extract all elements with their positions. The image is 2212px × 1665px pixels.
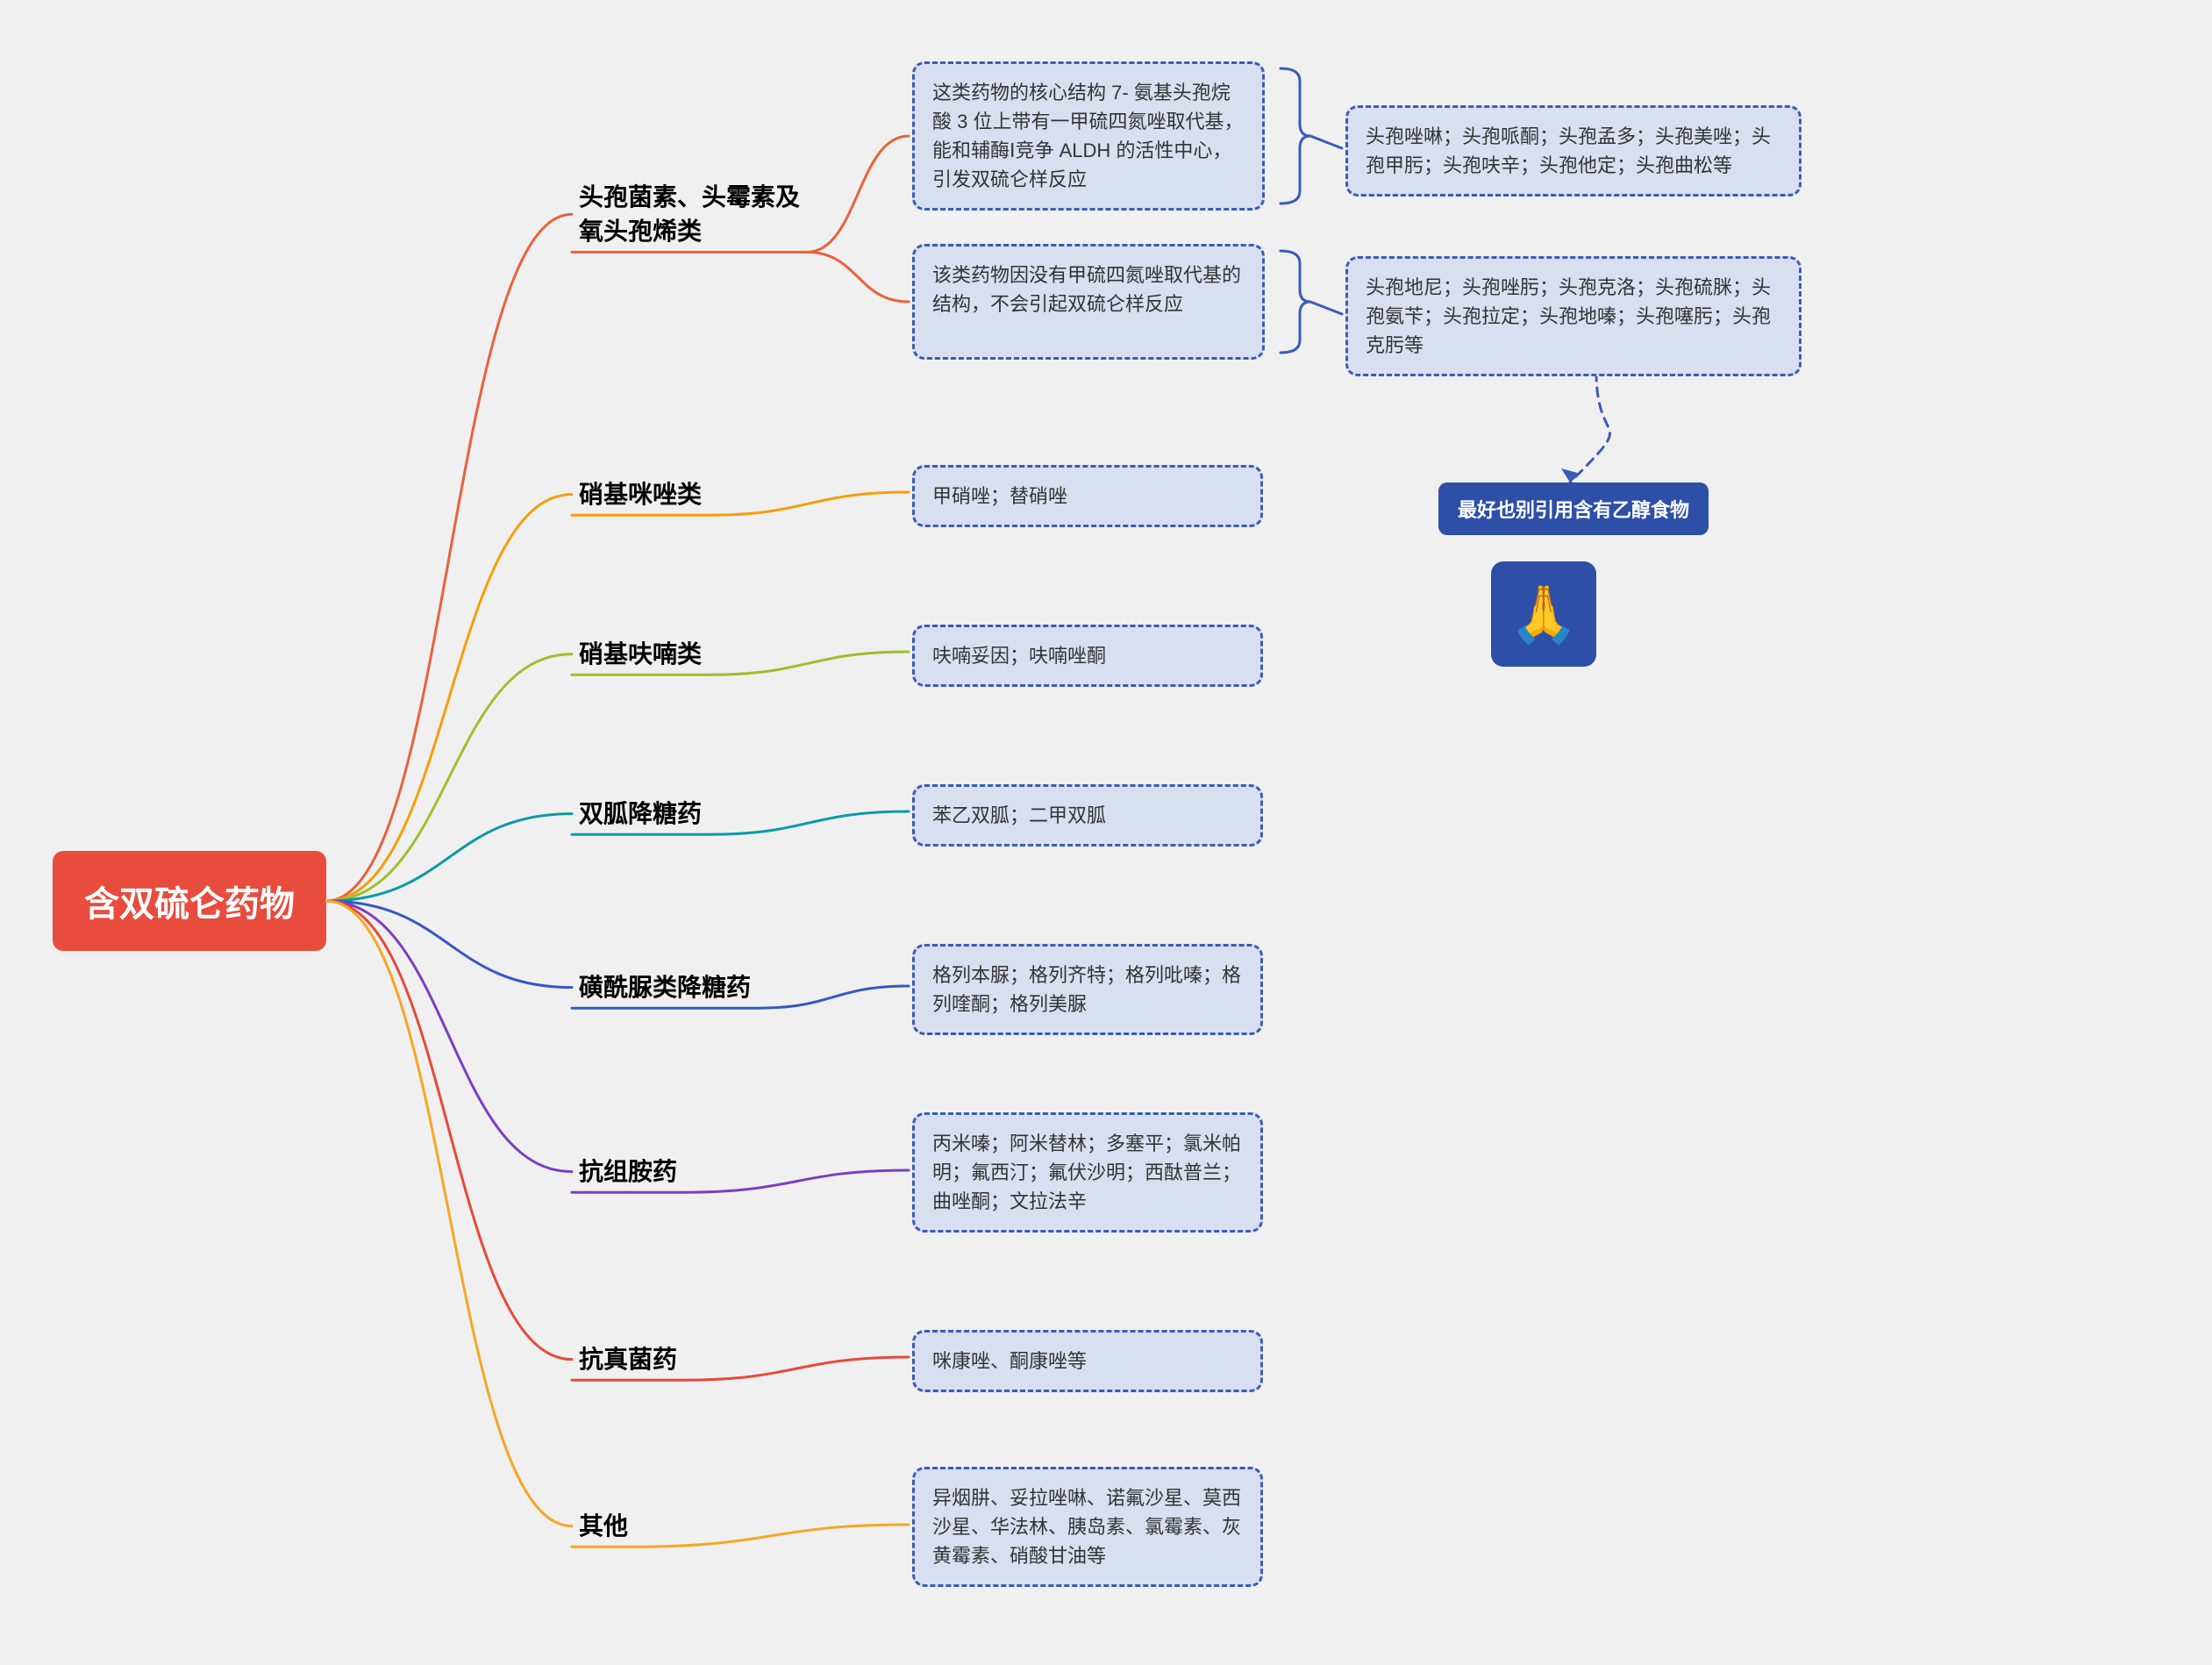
category-c4: 双胍降糖药 xyxy=(579,797,702,831)
sub-s1b: 该类药物因没有甲硫四氮唑取代基的结构，不会引起双硫仑样反应 xyxy=(912,244,1265,360)
sub-s1a: 这类药物的核心结构 7- 氨基头孢烷酸 3 位上带有一甲硫四氮唑取代基，能和辅酶… xyxy=(912,61,1265,211)
third-t1: 头孢唑啉；头孢哌酮；头孢孟多；头孢美唑；头孢甲肟；头孢呋辛；头孢他定；头孢曲松等 xyxy=(1345,105,1802,197)
category-c3: 硝基呋喃类 xyxy=(579,637,702,671)
category-c6: 抗组胺药 xyxy=(579,1154,677,1189)
sub-s7: 咪康唑、酮康唑等 xyxy=(912,1330,1263,1392)
note-text: 最好也别引用含有乙醇食物 xyxy=(1458,499,1689,521)
sub-s3: 呋喃妥因；呋喃唑酮 xyxy=(912,625,1263,687)
emoji-pray: 🙏 xyxy=(1491,561,1596,667)
note-box: 最好也别引用含有乙醇食物 xyxy=(1438,482,1709,535)
root-label: 含双硫仑药物 xyxy=(84,885,295,924)
third-t2: 头孢地尼；头孢唑肟；头孢克洛；头孢硫脒；头孢氨苄；头孢拉定；头孢地嗪；头孢噻肟；… xyxy=(1345,256,1802,376)
category-c2: 硝基咪唑类 xyxy=(579,477,702,511)
category-c5: 磺酰脲类降糖药 xyxy=(579,970,751,1004)
category-c8: 其他 xyxy=(579,1509,628,1543)
root-node: 含双硫仑药物 xyxy=(53,851,326,951)
pray-icon: 🙏 xyxy=(1509,582,1579,647)
category-c7: 抗真菌药 xyxy=(579,1342,677,1376)
sub-s8: 异烟肼、妥拉唑啉、诺氟沙星、莫西沙星、华法林、胰岛素、氯霉素、灰黄霉素、硝酸甘油… xyxy=(912,1467,1263,1587)
category-c1: 头孢菌素、头霉素及 氧头孢烯类 xyxy=(579,180,800,248)
sub-s6: 丙米嗪；阿米替林；多塞平；氯米帕明；氟西汀；氟伏沙明；西酞普兰；曲唑酮；文拉法辛 xyxy=(912,1112,1263,1233)
sub-s2: 甲硝唑；替硝唑 xyxy=(912,465,1263,527)
sub-s5: 格列本脲；格列齐特；格列吡嗪；格列喹酮；格列美脲 xyxy=(912,944,1263,1035)
sub-s4: 苯乙双胍；二甲双胍 xyxy=(912,784,1263,847)
